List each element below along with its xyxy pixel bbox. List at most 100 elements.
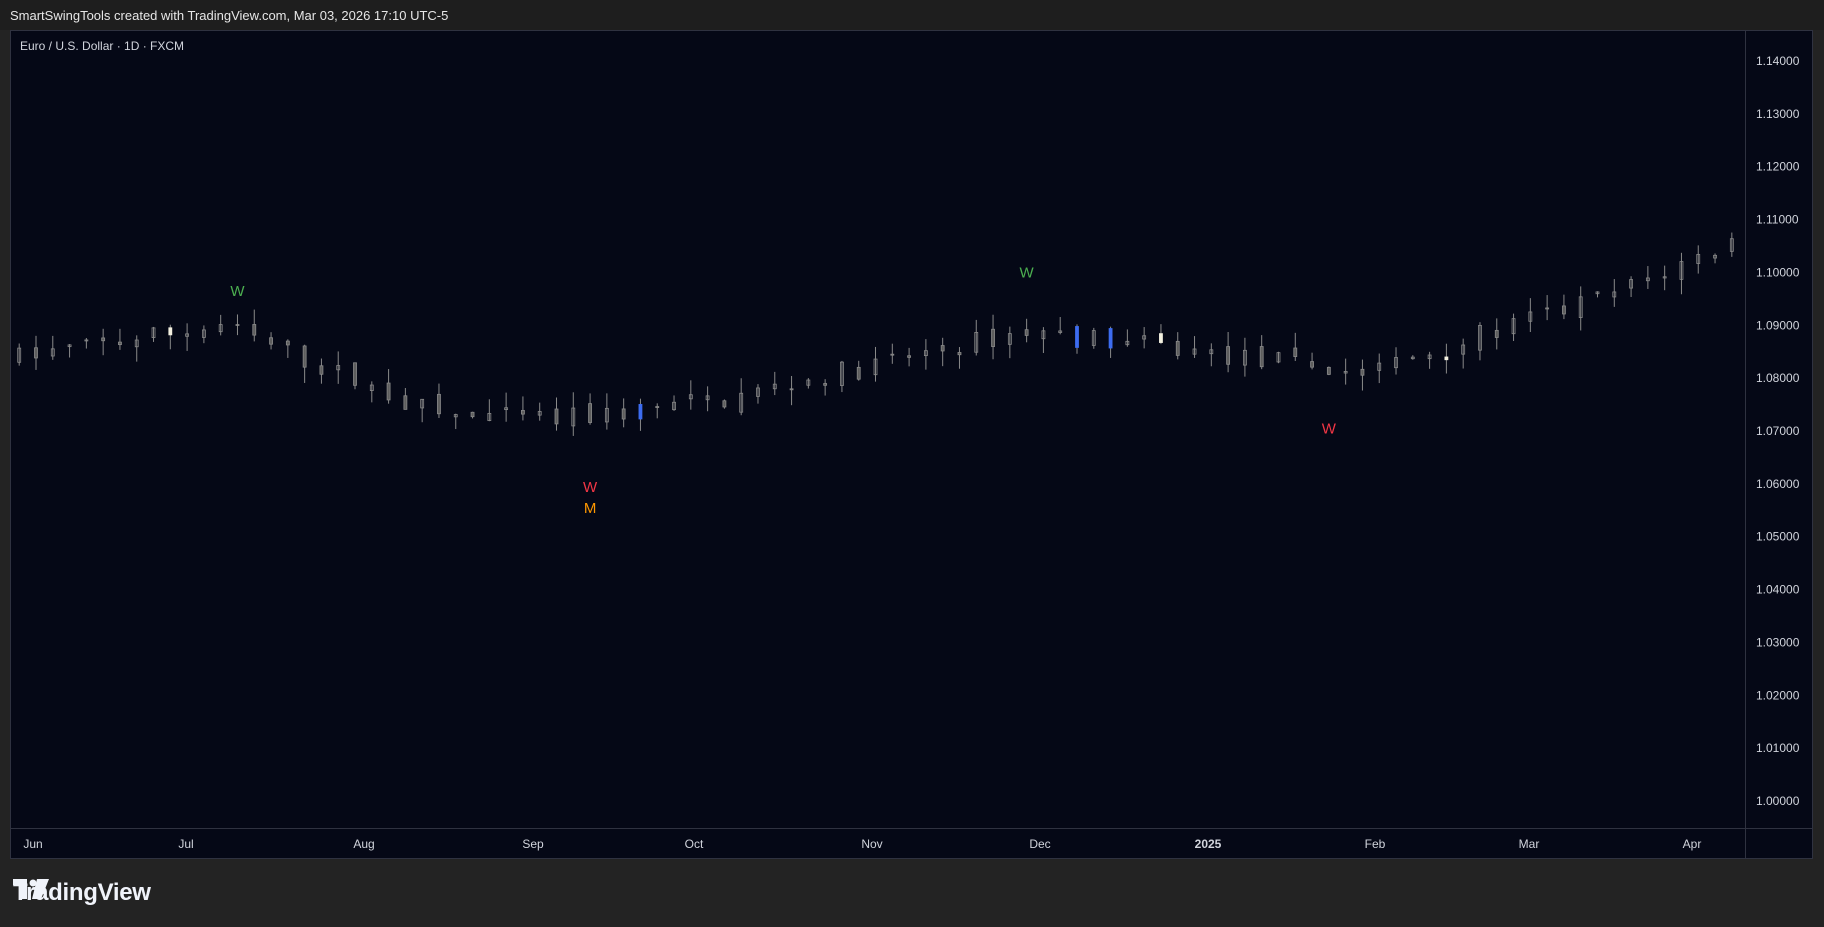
candle-body: [521, 410, 525, 415]
candle-body: [1578, 296, 1583, 318]
candle: [739, 378, 744, 416]
candle-body: [1494, 329, 1499, 338]
candle: [1293, 332, 1298, 361]
candle: [1394, 347, 1398, 375]
candle: [1175, 332, 1180, 360]
candle: [302, 344, 307, 383]
candle: [151, 326, 156, 342]
candle: [688, 380, 693, 410]
candle-body: [101, 337, 106, 342]
candle-body: [1713, 254, 1717, 259]
footer: TradingView: [0, 859, 1824, 927]
candle-body: [1645, 277, 1650, 282]
chart-panel[interactable]: 1.00000 1.01000 1.02000 1.03000 1.04000 1.050…: [10, 30, 1813, 859]
candle: [1444, 343, 1449, 374]
y-tick-label: 1.12000: [1756, 160, 1800, 174]
candle-body: [638, 404, 643, 420]
candles-group: [17, 232, 1734, 436]
candle: [67, 344, 72, 358]
candle: [521, 396, 525, 421]
y-tick-label: 1.10000: [1756, 265, 1800, 279]
candle-body: [537, 411, 542, 416]
candle-body: [218, 324, 223, 333]
candle-body: [403, 395, 408, 410]
candle: [1209, 343, 1214, 367]
candle: [1343, 358, 1348, 385]
candlestick-chart[interactable]: 1.00000 1.01000 1.02000 1.03000 1.04000 1.050…: [11, 31, 1812, 858]
candle-body: [840, 361, 844, 386]
x-tick-label: Feb: [1365, 837, 1386, 851]
candle: [1192, 336, 1197, 358]
candle-body: [353, 362, 357, 386]
candle-body: [1562, 305, 1566, 315]
candle-body: [1360, 368, 1365, 376]
x-tick-label: Dec: [1029, 837, 1050, 851]
candle-body: [504, 407, 509, 411]
candle-body: [369, 384, 374, 391]
candle: [470, 411, 475, 419]
candle: [201, 325, 206, 344]
candle-body: [453, 414, 458, 418]
candle: [1729, 232, 1734, 257]
candle-body: [470, 411, 475, 418]
candle: [134, 335, 139, 362]
candle: [772, 371, 777, 396]
candle: [856, 360, 861, 381]
symbol-label[interactable]: Euro / U.S. Dollar · 1D · FXCM: [20, 39, 185, 53]
candle-body: [437, 393, 441, 415]
candle: [185, 323, 190, 351]
candle-body: [672, 401, 676, 411]
candle: [974, 319, 979, 356]
candle: [1276, 351, 1281, 364]
candle: [722, 399, 727, 409]
candle-body: [588, 403, 592, 423]
candle: [840, 360, 844, 393]
candle: [655, 403, 660, 419]
y-tick-label: 1.11000: [1756, 213, 1799, 227]
candle: [1125, 329, 1130, 347]
candle-body: [487, 413, 492, 421]
credit-text: SmartSwingTools created with TradingView…: [10, 8, 449, 23]
candle-body: [571, 407, 576, 427]
candle: [504, 392, 509, 422]
candle: [1562, 294, 1566, 320]
candle: [336, 351, 341, 384]
candle-body: [1528, 311, 1533, 322]
x-tick-label: Apr: [1683, 837, 1702, 851]
candle: [218, 314, 223, 336]
marker-w-red: W: [583, 479, 598, 496]
x-tick-label: Aug: [353, 837, 374, 851]
candle-body: [67, 344, 72, 348]
candle-body: [873, 358, 878, 376]
candle: [386, 369, 391, 404]
candle: [252, 309, 257, 342]
candle: [437, 383, 441, 418]
candle-body: [991, 328, 995, 347]
candle: [101, 328, 106, 356]
candle-body: [1310, 361, 1314, 368]
candle: [34, 335, 38, 370]
candle-body: [1276, 352, 1281, 363]
candle: [806, 378, 811, 389]
candle-body: [1343, 371, 1348, 374]
candle-body: [856, 366, 861, 380]
x-tick-label: Jun: [23, 837, 42, 851]
tradingview-brand[interactable]: TradingView: [13, 879, 151, 907]
candle: [420, 398, 425, 423]
candle: [907, 347, 911, 367]
candle: [604, 393, 609, 430]
candle: [17, 343, 22, 366]
candle-body: [1394, 357, 1398, 369]
candle-body: [923, 350, 928, 357]
candle-body: [789, 388, 794, 391]
candle-body: [50, 348, 55, 357]
candle-body: [118, 341, 122, 346]
candle: [285, 339, 290, 358]
candle-body: [974, 331, 979, 353]
candle-body: [957, 352, 962, 356]
marker-w-green: W: [230, 283, 245, 300]
y-tick-label: 1.05000: [1756, 530, 1800, 544]
candle: [118, 328, 122, 350]
candle-body: [1041, 330, 1046, 340]
candle: [1511, 313, 1516, 341]
